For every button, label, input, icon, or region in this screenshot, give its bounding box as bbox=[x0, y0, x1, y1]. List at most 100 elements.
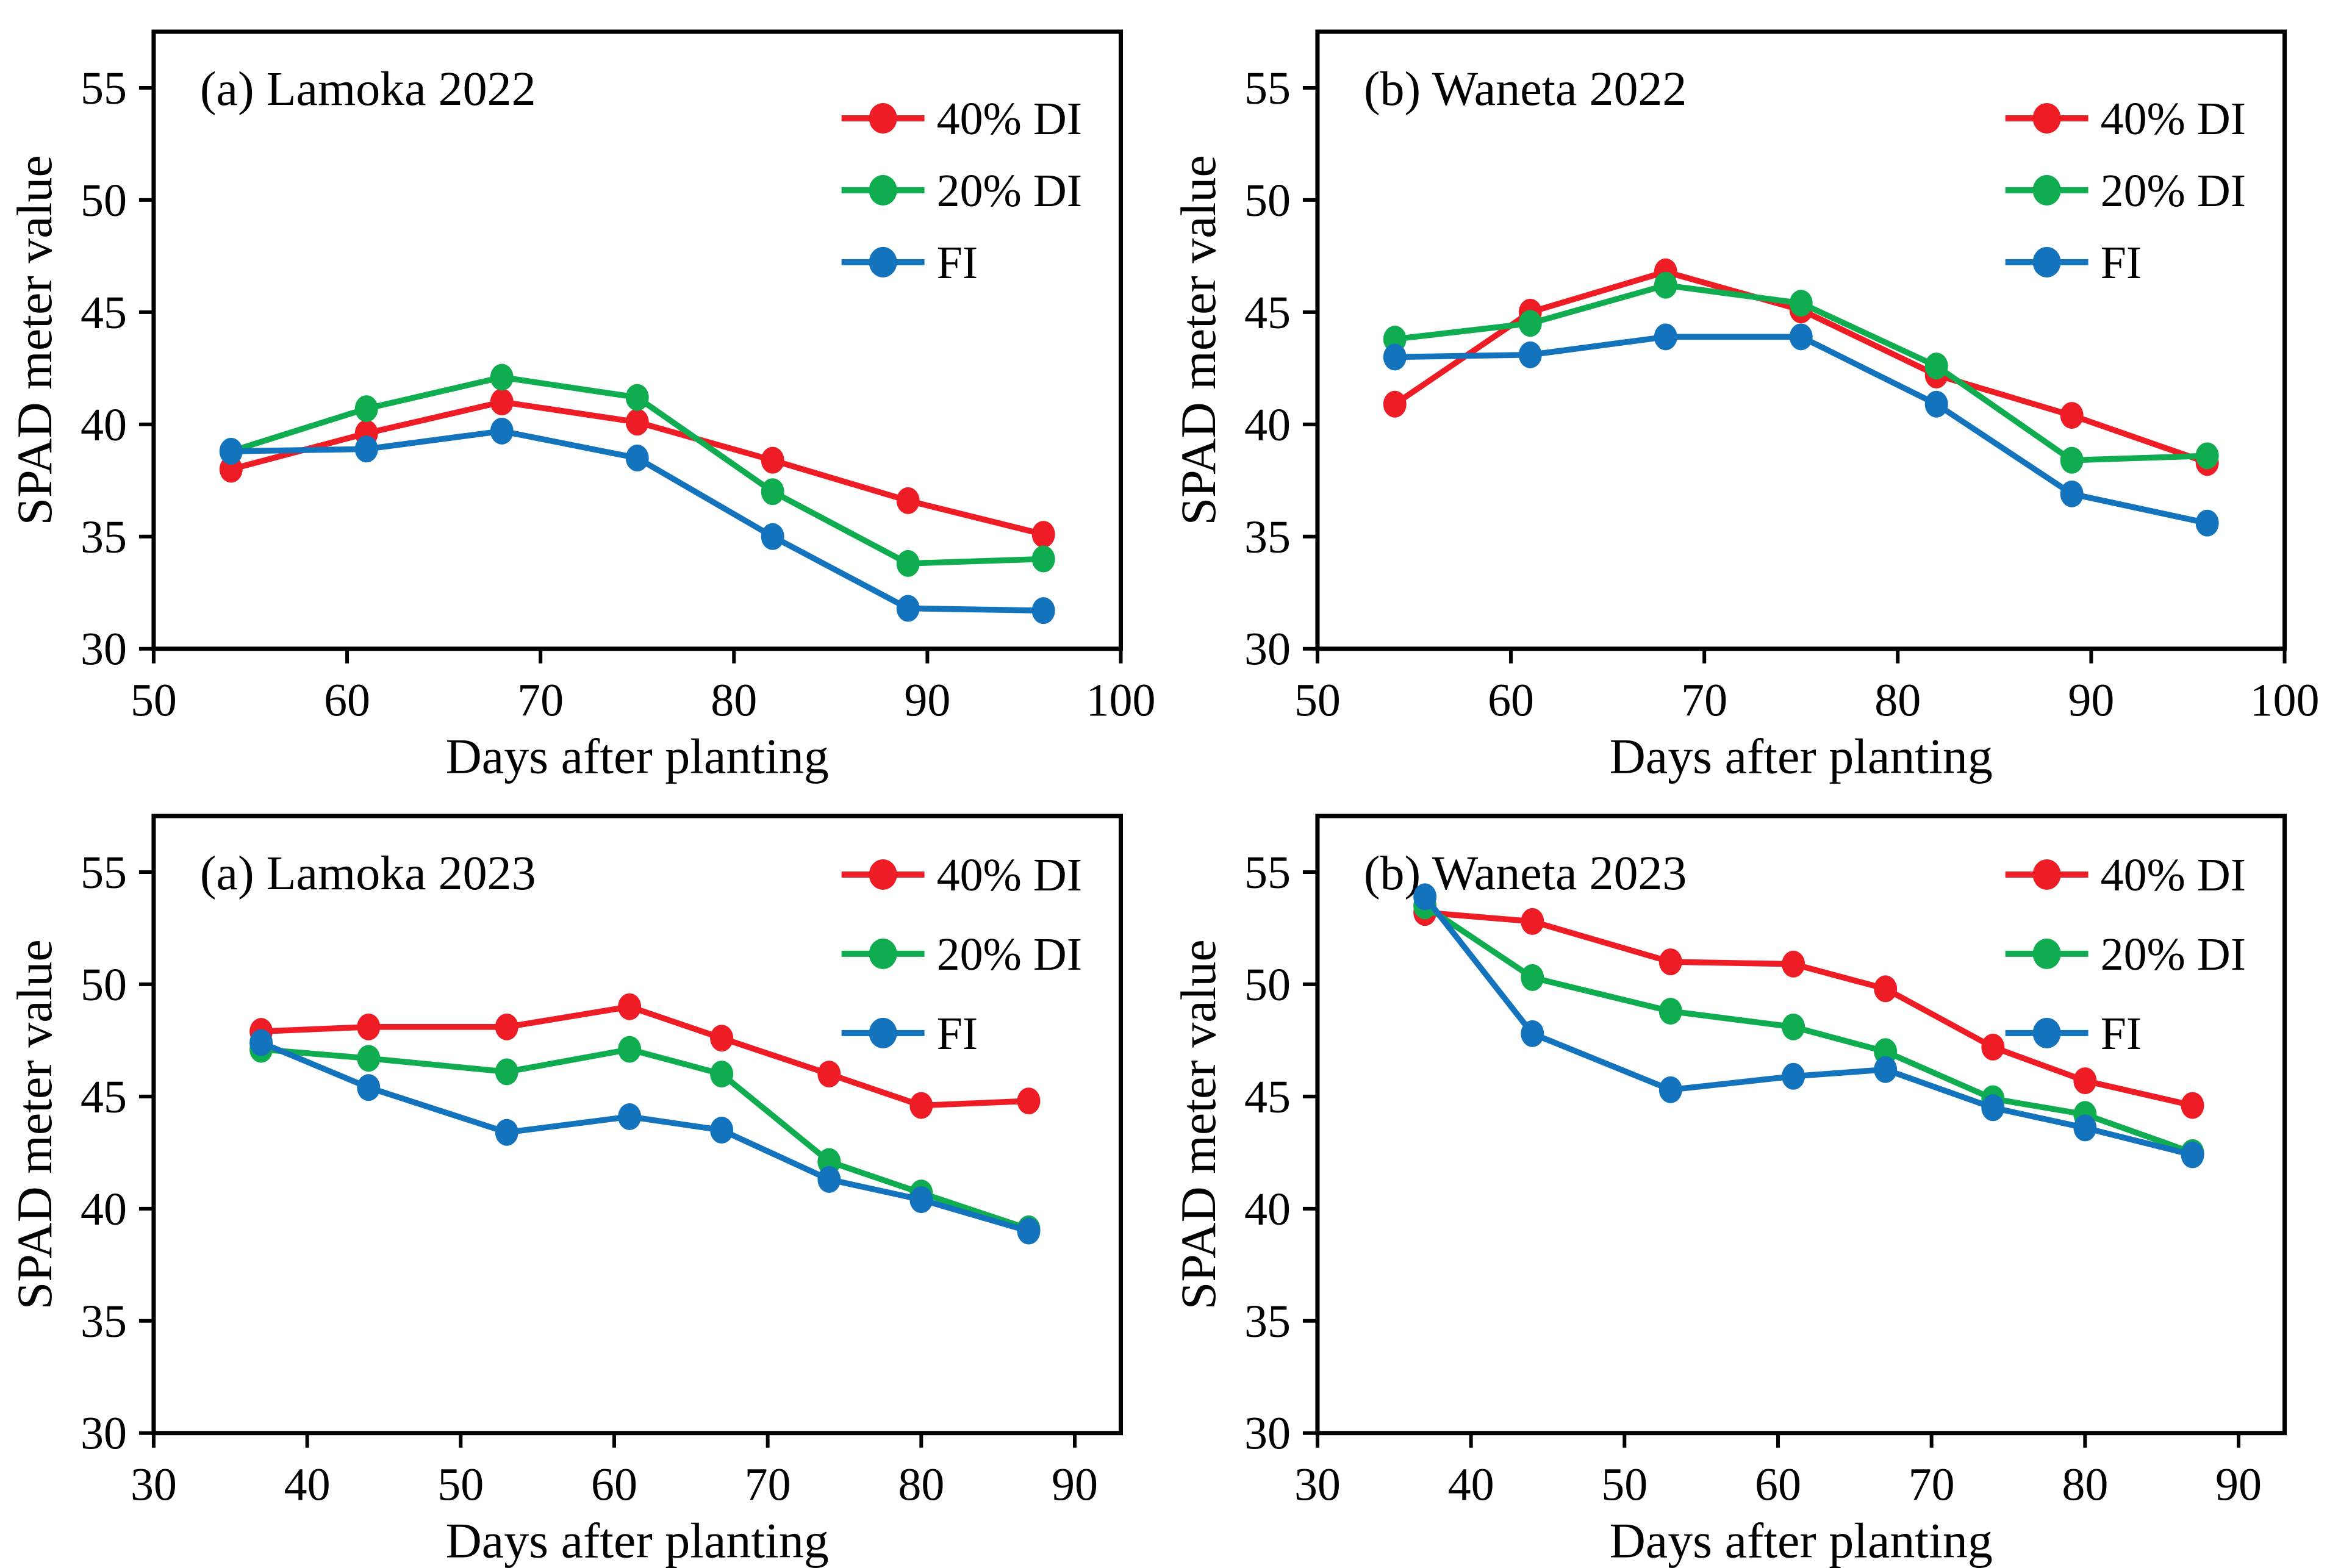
chart-title: (b) Waneta 2022 bbox=[1363, 62, 1686, 116]
y-tick-label: 30 bbox=[1244, 624, 1290, 675]
x-tick-label: 70 bbox=[745, 1459, 791, 1510]
y-tick-label: 50 bbox=[81, 959, 127, 1011]
x-tick-label: 40 bbox=[284, 1459, 331, 1510]
data-point bbox=[817, 1060, 841, 1087]
data-point bbox=[625, 384, 649, 411]
x-tick-label: 90 bbox=[2215, 1459, 2262, 1510]
x-tick-label: 90 bbox=[2068, 675, 2114, 726]
data-point bbox=[761, 478, 784, 506]
spad-chart-lamoka-2022: 50 60 70 80 90 100 30 35 40 45 50 55 Days after plan… bbox=[7, 29, 1156, 784]
data-point bbox=[1383, 390, 1407, 418]
data-point bbox=[1781, 1013, 1805, 1040]
legend-marker-dot bbox=[2032, 102, 2061, 134]
x-tick-label: 50 bbox=[1294, 675, 1340, 726]
data-point bbox=[618, 1036, 642, 1063]
spad-chart-waneta-2022: 50 60 70 80 90 100 30 35 40 45 50 55 Days after plan… bbox=[1170, 29, 2319, 784]
data-point bbox=[219, 437, 243, 465]
y-tick-label: 30 bbox=[1244, 1408, 1290, 1459]
data-point bbox=[490, 417, 514, 445]
data-point bbox=[1658, 997, 1682, 1025]
data-point bbox=[1658, 1076, 1682, 1103]
data-point bbox=[1520, 908, 1544, 935]
y-tick-label: 35 bbox=[81, 1295, 127, 1347]
legend-label: FI bbox=[2100, 237, 2142, 288]
data-point bbox=[354, 435, 378, 463]
data-point bbox=[490, 363, 514, 391]
legend-label: 20% DI bbox=[937, 929, 1082, 980]
y-tick-label: 40 bbox=[81, 1183, 127, 1234]
data-point bbox=[1789, 323, 1813, 351]
legend-marker-dot bbox=[869, 246, 897, 277]
legend-label: 40% DI bbox=[2100, 93, 2245, 145]
data-point bbox=[761, 523, 784, 550]
x-tick-label: 50 bbox=[1601, 1459, 1648, 1510]
data-point bbox=[1413, 883, 1436, 911]
series-line-fi bbox=[1391, 334, 2210, 526]
data-point bbox=[354, 395, 378, 423]
data-point bbox=[1654, 323, 1677, 351]
y-tick-label: 30 bbox=[81, 1408, 127, 1459]
x-axis-label: Days after planting bbox=[1609, 1513, 1992, 1568]
spad-chart-lamoka-2023: 30 40 50 60 70 80 90 30 35 40 45 50 55 Days after pla… bbox=[7, 814, 1124, 1568]
y-tick-label: 40 bbox=[1244, 399, 1290, 451]
chart-panel-waneta-2022: 50 60 70 80 90 100 30 35 40 45 50 55 Days after plan… bbox=[1164, 0, 2327, 784]
data-point bbox=[1789, 290, 1813, 317]
y-tick-label: 45 bbox=[81, 1072, 127, 1123]
y-tick-label: 45 bbox=[1244, 1072, 1290, 1123]
chart-panel-lamoka-2023: 30 40 50 60 70 80 90 30 35 40 45 50 55 Days after pla… bbox=[0, 784, 1164, 1568]
data-point bbox=[1518, 310, 1542, 337]
data-point bbox=[1873, 1056, 1897, 1083]
y-tick-label: 55 bbox=[81, 847, 127, 898]
data-point bbox=[1781, 1062, 1805, 1090]
legend-marker-dot bbox=[869, 174, 897, 206]
data-point bbox=[490, 388, 514, 416]
y-tick-label: 50 bbox=[1244, 959, 1290, 1011]
x-tick-label: 90 bbox=[1052, 1459, 1098, 1510]
x-tick-label: 90 bbox=[904, 675, 950, 726]
legend-marker-dot bbox=[869, 859, 897, 890]
legend-marker-dot bbox=[2032, 174, 2061, 206]
x-tick-label: 60 bbox=[591, 1459, 637, 1510]
x-tick-label: 80 bbox=[711, 675, 757, 726]
data-point bbox=[625, 409, 649, 436]
data-point bbox=[2195, 442, 2219, 470]
y-tick-label: 35 bbox=[1244, 1295, 1290, 1347]
data-point bbox=[2181, 1141, 2204, 1169]
y-axis-label: SPAD meter value bbox=[1170, 939, 1225, 1309]
data-point bbox=[1781, 950, 1805, 978]
x-tick-label: 50 bbox=[437, 1459, 484, 1510]
legend-marker-dot bbox=[869, 1017, 897, 1048]
plot-area bbox=[1314, 29, 2287, 651]
legend-label: 20% DI bbox=[937, 165, 1082, 217]
data-point bbox=[1017, 1087, 1041, 1114]
data-point bbox=[1981, 1033, 2004, 1061]
y-axis-label: SPAD meter value bbox=[7, 155, 62, 525]
data-point bbox=[1383, 343, 1407, 371]
data-point bbox=[817, 1165, 841, 1193]
y-tick-label: 50 bbox=[81, 175, 127, 226]
series-line-20-di bbox=[1421, 903, 2195, 1156]
data-point bbox=[1031, 597, 1055, 625]
data-point bbox=[896, 595, 920, 622]
data-point bbox=[495, 1058, 518, 1086]
legend-label: 20% DI bbox=[2100, 165, 2245, 217]
x-tick-label: 70 bbox=[1908, 1459, 1954, 1510]
data-point bbox=[1924, 353, 1948, 380]
plot-area bbox=[1314, 814, 2287, 1435]
x-tick-label: 40 bbox=[1447, 1459, 1494, 1510]
plot-area bbox=[151, 29, 1124, 651]
legend-label: 20% DI bbox=[2100, 929, 2245, 980]
data-point bbox=[2073, 1114, 2096, 1142]
plot-area bbox=[151, 814, 1124, 1435]
legend-marker-dot bbox=[869, 102, 897, 134]
y-tick-label: 50 bbox=[1244, 175, 1290, 226]
x-tick-label: 60 bbox=[324, 675, 370, 726]
legend-label: FI bbox=[937, 1008, 978, 1059]
x-tick-label: 100 bbox=[1086, 675, 1156, 726]
chart-title: (b) Waneta 2023 bbox=[1363, 847, 1686, 900]
x-tick-label: 80 bbox=[1874, 675, 1921, 726]
data-point bbox=[909, 1186, 933, 1213]
data-point bbox=[1654, 271, 1677, 299]
data-point bbox=[710, 1060, 734, 1087]
